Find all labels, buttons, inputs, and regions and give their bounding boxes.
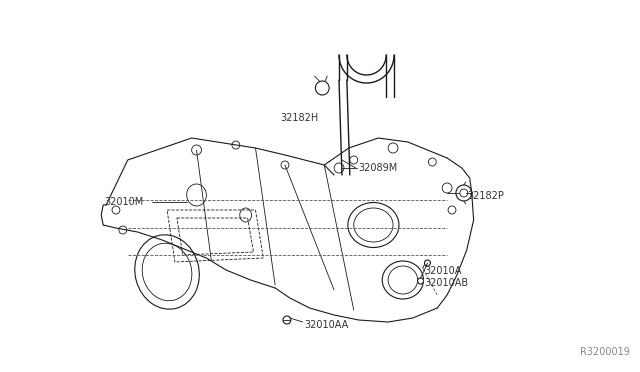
Text: 32182P: 32182P: [468, 191, 504, 201]
Circle shape: [418, 278, 424, 284]
Text: 32010AB: 32010AB: [424, 278, 468, 288]
Circle shape: [424, 260, 430, 266]
Text: 32010AA: 32010AA: [305, 320, 349, 330]
Text: 32089M: 32089M: [358, 163, 398, 173]
Text: 32010A: 32010A: [424, 266, 462, 276]
Text: 32010M: 32010M: [104, 197, 143, 207]
Text: R3200019: R3200019: [580, 347, 630, 357]
Text: 32182H: 32182H: [280, 113, 319, 123]
